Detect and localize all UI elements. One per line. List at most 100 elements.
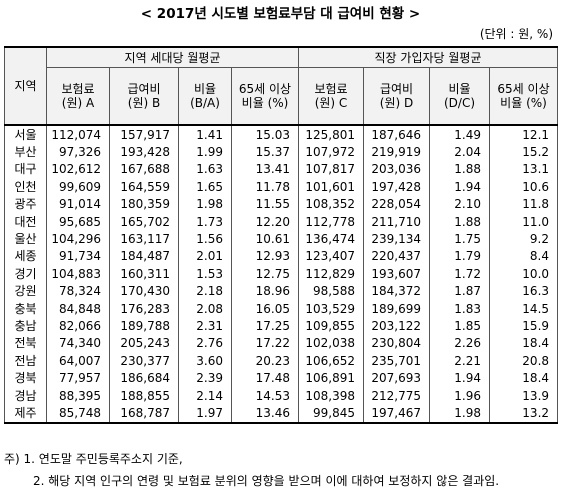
region-cell: 부산 xyxy=(4,143,47,161)
value-cell: 212,775 xyxy=(363,386,431,405)
value-cell: 2.18 xyxy=(178,282,232,300)
value-cell: 203,036 xyxy=(363,160,431,179)
row: 광주 91,014 180,359 1.98 11.55 108,352 228,054 2.… xyxy=(4,195,559,213)
value-cell: 13.41 xyxy=(230,160,300,179)
value-cell: 1.63 xyxy=(178,160,232,179)
value-cell: 167,688 xyxy=(109,160,179,179)
value-cell: 211,710 xyxy=(363,212,431,231)
value-cell: 1.53 xyxy=(178,265,232,283)
value-cell: 14.53 xyxy=(230,386,300,405)
value-cell: 1.79 xyxy=(429,247,491,266)
value-cell: 228,054 xyxy=(363,195,431,213)
value-cell: 102,038 xyxy=(298,334,365,353)
value-cell: 1.94 xyxy=(429,178,491,196)
column-header: 65세 이상 비율 (%) xyxy=(489,67,559,126)
value-cell: 165,702 xyxy=(109,212,179,231)
value-cell: 1.88 xyxy=(429,212,491,231)
column-header: 비율 (D/C) xyxy=(429,67,491,126)
value-cell: 193,428 xyxy=(109,143,179,161)
value-cell: 1.56 xyxy=(178,230,232,248)
value-cell: 104,296 xyxy=(46,230,110,248)
value-cell: 1.98 xyxy=(429,404,491,423)
region-cell: 충북 xyxy=(4,299,47,318)
value-cell: 180,359 xyxy=(109,195,179,213)
value-cell: 13.1 xyxy=(489,160,559,179)
value-cell: 78,324 xyxy=(46,282,110,300)
value-cell: 125,801 xyxy=(298,125,365,144)
value-cell: 186,684 xyxy=(109,369,179,387)
value-cell: 16.3 xyxy=(489,282,559,300)
region-cell: 충남 xyxy=(4,317,47,335)
value-cell: 18.4 xyxy=(489,334,559,353)
note: 주) 1. 연도말 주민등록주소지 기준, xyxy=(4,452,183,466)
value-cell: 2.31 xyxy=(178,317,232,335)
value-cell: 1.88 xyxy=(429,160,491,179)
region-cell: 울산 xyxy=(4,230,47,248)
value-cell: 11.55 xyxy=(230,195,300,213)
value-cell: 2.39 xyxy=(178,369,232,387)
value-cell: 15.2 xyxy=(489,143,559,161)
value-cell: 136,474 xyxy=(298,230,365,248)
value-cell: 107,817 xyxy=(298,160,365,179)
region-cell: 전남 xyxy=(4,352,47,370)
region-cell: 대구 xyxy=(4,160,47,179)
value-cell: 1.72 xyxy=(429,265,491,283)
column-header: 65세 이상 비율 (%) xyxy=(230,67,300,126)
value-cell: 14.5 xyxy=(489,299,559,318)
region-cell: 광주 xyxy=(4,195,47,213)
value-cell: 2.26 xyxy=(429,334,491,353)
value-cell: 91,014 xyxy=(46,195,110,213)
value-cell: 1.65 xyxy=(178,178,232,196)
column-header: 급여비 (원) B xyxy=(109,67,179,126)
value-cell: 106,652 xyxy=(298,352,365,370)
region-cell: 서울 xyxy=(4,125,47,144)
value-cell: 1.73 xyxy=(178,212,232,231)
value-cell: 9.2 xyxy=(489,230,559,248)
value-cell: 112,074 xyxy=(46,125,110,144)
value-cell: 187,646 xyxy=(363,125,431,144)
column-header: 보험료 (원) C xyxy=(298,67,365,126)
value-cell: 112,829 xyxy=(298,265,365,283)
note: 2. 해당 지역 인구의 연령 및 보험료 분위의 영향을 받으며 이에 대하여… xyxy=(33,474,500,488)
value-cell: 103,529 xyxy=(298,299,365,318)
row: 울산 104,296 163,117 1.56 10.61 136,474 239,134 1… xyxy=(4,230,559,248)
value-cell: 2.21 xyxy=(429,352,491,370)
value-cell: 230,804 xyxy=(363,334,431,353)
value-cell: 10.0 xyxy=(489,265,559,283)
value-cell: 12.20 xyxy=(230,212,300,231)
value-cell: 99,609 xyxy=(46,178,110,196)
value-cell: 13.46 xyxy=(230,404,300,423)
value-cell: 17.48 xyxy=(230,369,300,387)
value-cell: 107,972 xyxy=(298,143,365,161)
value-cell: 235,701 xyxy=(363,352,431,370)
value-cell: 88,395 xyxy=(46,386,110,405)
value-cell: 109,855 xyxy=(298,317,365,335)
region-cell: 경남 xyxy=(4,386,47,405)
region-cell: 전북 xyxy=(4,334,47,353)
region-cell: 경기 xyxy=(4,265,47,283)
value-cell: 13.2 xyxy=(489,404,559,423)
value-cell: 168,787 xyxy=(109,404,179,423)
row: 충북 84,848 176,283 2.08 16.05 103,529 189,699 1.… xyxy=(4,299,559,318)
value-cell: 189,699 xyxy=(363,299,431,318)
value-cell: 205,243 xyxy=(109,334,179,353)
value-cell: 1.87 xyxy=(429,282,491,300)
value-cell: 2.10 xyxy=(429,195,491,213)
value-cell: 193,607 xyxy=(363,265,431,283)
value-cell: 20.23 xyxy=(230,352,300,370)
value-cell: 2.04 xyxy=(429,143,491,161)
column-header: 급여비 (원) D xyxy=(363,67,431,126)
value-cell: 85,748 xyxy=(46,404,110,423)
value-cell: 11.78 xyxy=(230,178,300,196)
value-cell: 176,283 xyxy=(109,299,179,318)
value-cell: 12.1 xyxy=(489,125,559,144)
row: 강원 78,324 170,430 2.18 18.96 98,588 184,372 1.8… xyxy=(4,282,559,300)
value-cell: 102,612 xyxy=(46,160,110,179)
value-cell: 64,007 xyxy=(46,352,110,370)
region-cell: 대전 xyxy=(4,212,47,231)
value-cell: 1.94 xyxy=(429,369,491,387)
value-cell: 17.25 xyxy=(230,317,300,335)
value-cell: 189,788 xyxy=(109,317,179,335)
value-cell: 1.85 xyxy=(429,317,491,335)
